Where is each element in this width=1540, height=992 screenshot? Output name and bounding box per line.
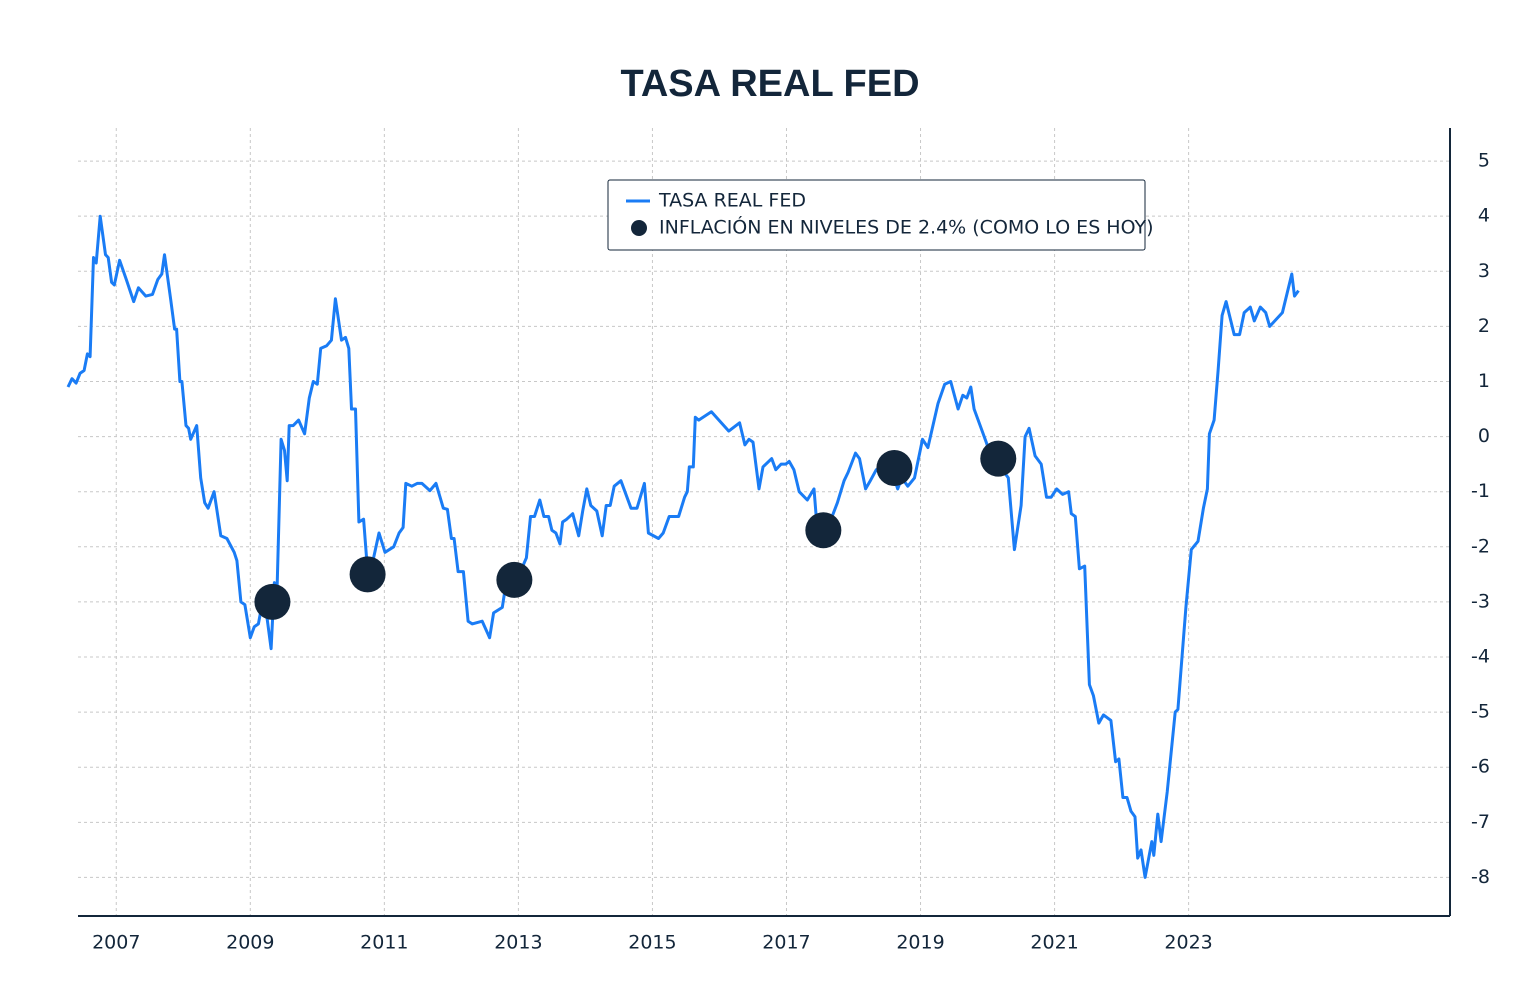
y-tick-label: 3 xyxy=(1478,260,1490,282)
x-tick-label: 2013 xyxy=(494,932,542,954)
legend-label: INFLACIÓN EN NIVELES DE 2.4% (COMO LO ES… xyxy=(659,215,1154,239)
marker xyxy=(876,449,913,486)
y-tick-label: -7 xyxy=(1471,811,1490,833)
y-tick-label: 1 xyxy=(1478,370,1490,392)
legend: TASA REAL FED INFLACIÓN EN NIVELES DE 2.4… xyxy=(607,179,1154,251)
y-tick-label: -6 xyxy=(1471,756,1490,778)
marker xyxy=(805,512,842,549)
y-tick-label: -2 xyxy=(1471,535,1490,557)
y-tick-label: -8 xyxy=(1471,866,1490,888)
x-tick-label: 2015 xyxy=(628,932,676,954)
x-tick-label: 2021 xyxy=(1030,932,1078,954)
legend-box xyxy=(607,179,1146,251)
x-tick-label: 2019 xyxy=(896,932,944,954)
x-tick-label: 2011 xyxy=(360,932,408,954)
y-tick-label: -5 xyxy=(1471,701,1490,723)
y-tick-label: 0 xyxy=(1478,425,1490,447)
chart-title: TASA REAL FED xyxy=(620,63,919,105)
y-tick-label: -1 xyxy=(1471,480,1490,502)
marker xyxy=(496,561,533,598)
marker xyxy=(349,556,386,593)
x-tick-label: 2017 xyxy=(762,932,810,954)
y-tick-label: 4 xyxy=(1478,205,1490,227)
marker xyxy=(980,440,1017,477)
y-tick-label: 2 xyxy=(1478,315,1490,337)
line-series xyxy=(66,214,1300,879)
legend-label: TASA REAL FED xyxy=(658,190,806,212)
marker xyxy=(254,583,291,620)
y-tick-label: -4 xyxy=(1471,646,1490,668)
legend-swatch xyxy=(631,220,647,236)
y-tick-label: -3 xyxy=(1471,590,1490,612)
x-tick-label: 2009 xyxy=(226,932,274,954)
y-tick-label: 5 xyxy=(1478,150,1490,172)
x-tick-label: 2023 xyxy=(1164,932,1212,954)
x-tick-label: 2007 xyxy=(92,932,140,954)
